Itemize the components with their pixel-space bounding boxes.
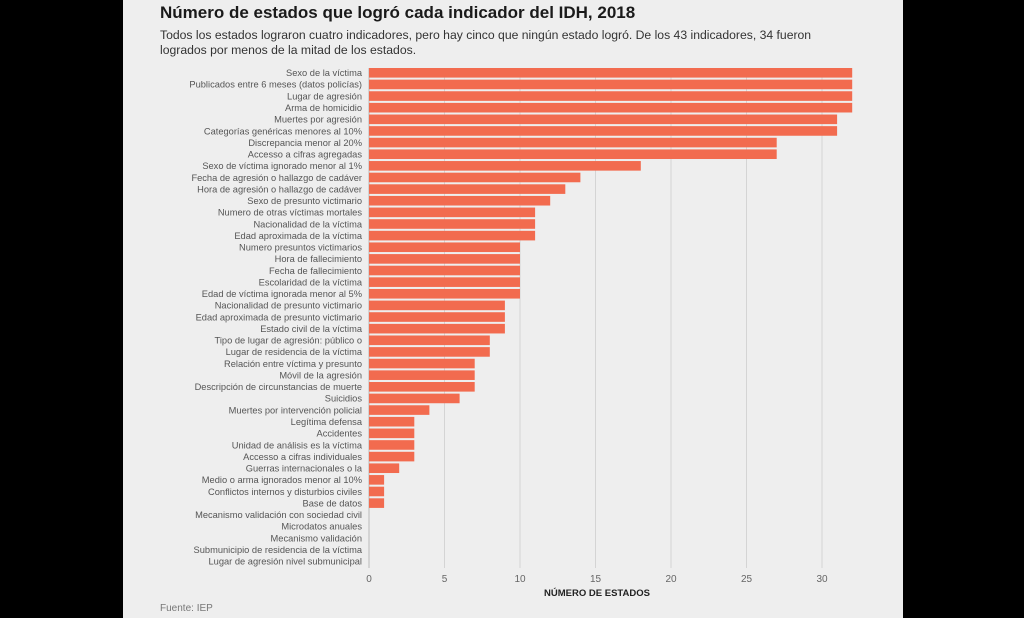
category-label: Accesso a cifras agregadas <box>248 150 363 160</box>
bar <box>369 195 551 206</box>
category-label: Nacionalidad de presunto victimario <box>215 301 362 311</box>
category-label: Fecha de agresión o hallazgo de cadáver <box>191 173 362 183</box>
category-label: Numero presuntos victimarios <box>239 243 362 253</box>
bar <box>369 254 520 264</box>
category-label: Microdatos anuales <box>281 522 362 532</box>
x-tick-label: 15 <box>590 574 602 585</box>
bar <box>369 230 536 241</box>
x-tick-label: 25 <box>741 574 753 585</box>
x-tick-label: 10 <box>514 574 526 585</box>
chart-subtitle: Todos los estados lograron cuatro indica… <box>160 28 812 57</box>
bar <box>369 405 430 415</box>
bar <box>369 451 415 462</box>
source-note: Fuente: IEP <box>160 603 213 614</box>
category-label: Sexo de presunto victimario <box>247 196 362 206</box>
bar <box>369 288 520 299</box>
bar <box>369 172 581 183</box>
bar <box>369 486 385 497</box>
category-label: Guerras internacionales o la <box>246 464 363 474</box>
bar <box>369 428 415 439</box>
category-label: Descripción de circunstancias de muerte <box>195 382 362 392</box>
category-label: Submunicipio de residencia de la víctima <box>194 545 363 555</box>
bar <box>369 475 385 485</box>
bar <box>369 312 505 322</box>
category-label: Tipo de lugar de agresión: público o <box>215 336 362 346</box>
category-label: Discrepancia menor al 20% <box>248 138 362 148</box>
category-label: Fecha de fallecimiento <box>269 266 362 276</box>
bar <box>369 416 415 427</box>
category-label: Mecanismo validación <box>271 533 362 543</box>
category-label: Legítima defensa <box>291 417 363 427</box>
bar <box>369 79 853 90</box>
category-label: Medio o arma ignorados menor al 10% <box>202 475 362 485</box>
bar <box>369 126 838 136</box>
bar <box>369 102 853 113</box>
bar <box>369 137 777 148</box>
bar <box>369 393 460 404</box>
category-label: Hora de fallecimiento <box>275 254 362 264</box>
category-label: Sexo de víctima ignorado menor al 1% <box>202 161 362 171</box>
bar <box>369 149 777 160</box>
category-label: Lugar de agresión <box>287 91 362 101</box>
category-label: Arma de homicidio <box>285 103 362 113</box>
bar <box>369 463 400 474</box>
bar <box>369 114 838 125</box>
bar <box>369 335 490 346</box>
category-label: Nacionalidad de la víctima <box>253 219 362 229</box>
bar <box>369 358 475 369</box>
category-label: Edad aproximada de la víctima <box>234 231 362 241</box>
bar <box>369 91 853 101</box>
x-tick-label: 30 <box>816 574 828 585</box>
bar <box>369 347 490 357</box>
category-label: Lugar de agresión nivel submunicipal <box>209 557 363 567</box>
bar <box>369 440 415 450</box>
category-label: Base de datos <box>303 498 363 508</box>
bar <box>369 323 505 334</box>
x-axis-label: NÚMERO DE ESTADOS <box>544 587 650 599</box>
bar <box>369 161 641 171</box>
bar <box>369 370 475 380</box>
category-label: Muertes por agresión <box>274 115 362 125</box>
bar <box>369 207 536 218</box>
category-label: Edad de víctima ignorada menor al 5% <box>202 289 362 299</box>
bar <box>369 382 475 392</box>
bar <box>369 300 505 311</box>
bar <box>369 184 566 194</box>
x-tick-label: 0 <box>366 574 372 585</box>
category-label: Accidentes <box>317 429 363 439</box>
category-label: Unidad de análisis es la víctima <box>232 440 363 450</box>
category-label: Relación entre víctima y presunto <box>224 359 362 369</box>
bar <box>369 277 520 287</box>
category-label: Lugar de residencia de la víctima <box>226 347 363 357</box>
bar <box>369 265 520 276</box>
category-label: Suicidios <box>325 394 363 404</box>
category-label: Escolaridad de la víctima <box>259 277 363 287</box>
x-tick-label: 5 <box>442 574 448 585</box>
category-label: Móvil de la agresión <box>279 370 362 380</box>
chart-title: Número de estados que logró cada indicad… <box>160 3 636 22</box>
category-label: Accesso a cifras individuales <box>243 452 362 462</box>
bar <box>369 219 536 229</box>
bar <box>369 68 853 78</box>
bar <box>369 242 520 253</box>
category-label: Hora de agresión o hallazgo de cadáver <box>197 184 362 194</box>
category-label: Sexo de la víctima <box>286 68 363 78</box>
category-label: Mecanismo validación con sociedad civil <box>195 510 362 520</box>
category-label: Numero de otras víctimas mortales <box>218 208 362 218</box>
category-label: Categorías genéricas menores al 10% <box>204 126 362 136</box>
x-tick-label: 20 <box>665 574 677 585</box>
category-label: Muertes por intervención policial <box>229 405 362 415</box>
bar <box>369 498 385 508</box>
category-label: Edad aproximada de presunto victimario <box>196 312 362 322</box>
category-label: Estado civil de la víctima <box>260 324 363 334</box>
category-label: Publicados entre 6 meses (datos policías… <box>189 80 362 90</box>
category-label: Conflictos internos y disturbios civiles <box>208 487 362 497</box>
